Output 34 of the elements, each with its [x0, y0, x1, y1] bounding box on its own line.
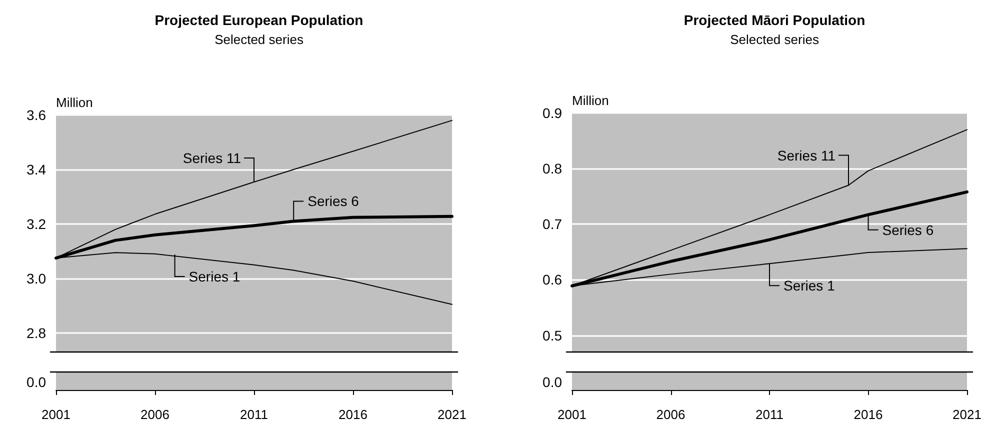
y-tick-label: 0.9	[542, 105, 562, 121]
annotation: Series 1	[188, 268, 240, 284]
y-axis-title: Million	[572, 93, 609, 108]
chart-title: Projected European Population	[154, 12, 364, 28]
chart-subtitle: Selected series	[214, 32, 304, 47]
y-tick-label: 0.5	[542, 327, 562, 344]
x-tick-label: 2001	[558, 407, 586, 422]
y-tick-label: 3.6	[26, 107, 46, 123]
y-tick-label: 0.8	[542, 160, 562, 177]
y-tick-label: 2.8	[26, 324, 46, 341]
y-axis-title: Million	[56, 95, 93, 110]
y-tick-label: 0.6	[542, 272, 562, 288]
annotation: Series 6	[308, 193, 360, 210]
text: 0.0	[542, 374, 562, 390]
x-tick-label: 2021	[952, 407, 982, 422]
text: 0.0	[26, 374, 46, 390]
y-tick-label: 3.2	[26, 216, 46, 232]
y-tick-label: 3.0	[26, 270, 46, 286]
chart-subtitle: Selected series	[730, 32, 820, 47]
x-tick-label: 2016	[338, 407, 368, 422]
x-tick-label: 2011	[756, 407, 784, 422]
x-tick-label: 2006	[140, 407, 170, 422]
annotation: Series 6	[882, 222, 934, 238]
annotation: Series 11	[182, 150, 242, 166]
x-tick-label: 2011	[240, 407, 268, 422]
chart-title: Projected Māori Population	[684, 12, 866, 28]
annotation: Series 1	[784, 278, 836, 294]
x-tick-label: 2001	[42, 407, 70, 422]
y-tick-label: 3.4	[26, 161, 46, 178]
x-tick-label: 2016	[854, 407, 883, 422]
y-tick-label: 0.7	[542, 216, 562, 232]
x-tick-label: 2006	[656, 407, 686, 422]
annotation: Series 11	[777, 147, 836, 164]
x-tick-label: 2021	[438, 407, 466, 422]
